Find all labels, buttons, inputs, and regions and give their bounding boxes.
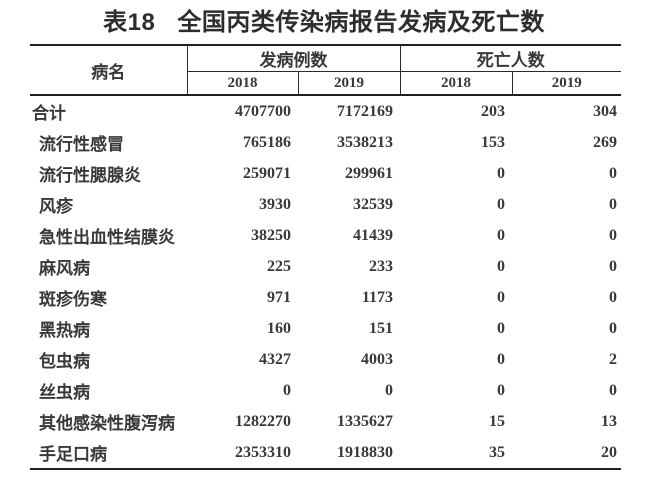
deaths-2019-value: 2 [609, 350, 617, 368]
table-row: 黑热病 160 151 0 0 [30, 313, 621, 344]
deaths-2018-value: 153 [481, 133, 505, 151]
deaths-2018-value: 35 [489, 443, 505, 461]
deaths-2019-value: 20 [601, 443, 617, 461]
header-deaths-group: 死亡人数 [399, 45, 621, 72]
cases-2019-value: 3538213 [337, 133, 393, 151]
deaths-2019-value: 0 [609, 319, 617, 337]
cases-2018-value: 765186 [243, 133, 291, 151]
cases-2019-value: 32539 [353, 195, 393, 213]
header-cases-2019: 2019 [297, 71, 400, 95]
cases-2019-value: 4003 [361, 350, 393, 368]
table-row: 其他感染性腹泻病 1282270 1335627 15 13 [30, 406, 621, 437]
disease-name-cell: 风疹 [39, 197, 73, 216]
table-row: 包虫病 4327 4003 0 2 [30, 344, 621, 375]
cases-2018-value: 1282270 [235, 412, 291, 430]
cases-2018-value: 2353310 [235, 443, 291, 461]
disease-name-cell: 手足口病 [39, 445, 107, 464]
disease-name-cell: 流行性感冒 [39, 135, 124, 154]
deaths-2018-value: 0 [497, 319, 505, 337]
cases-2019-value: 1173 [361, 288, 393, 306]
table-row: 流行性感冒 765186 3538213 153 269 [30, 127, 621, 158]
deaths-2019-value: 0 [609, 164, 617, 182]
table-title-text: 全国丙类传染病报告发病及死亡数 [177, 9, 545, 36]
deaths-2019-value: 304 [512, 94, 621, 127]
table-body: 合计 4707700 7172169 203 304 流行性感冒 765186 … [30, 94, 621, 469]
cases-2019-value: 0 [385, 381, 393, 399]
deaths-2019-value: 13 [601, 412, 617, 430]
cases-2019-value: 1918830 [337, 443, 393, 461]
disease-name-cell: 麻风病 [39, 259, 90, 278]
cases-2019-value: 41439 [353, 226, 393, 244]
cases-2019-value: 299961 [345, 164, 393, 182]
deaths-2019-value: 269 [593, 133, 617, 151]
disease-name-cell: 急性出血性结膜炎 [39, 228, 175, 247]
table-row: 急性出血性结膜炎 38250 41439 0 0 [30, 220, 621, 251]
table-title: 表18 全国丙类传染病报告发病及死亡数 [0, 9, 648, 37]
deaths-2019-value: 0 [609, 257, 617, 275]
deaths-2018-value: 0 [497, 164, 505, 182]
cases-2018-value: 971 [267, 288, 291, 306]
disease-name-cell: 斑疹伤寒 [39, 290, 107, 309]
cases-2019-value: 233 [369, 257, 393, 275]
cases-2018-value: 3930 [259, 195, 291, 213]
table-row: 斑疹伤寒 971 1173 0 0 [30, 282, 621, 313]
table-title-number: 表18 [103, 9, 156, 36]
deaths-2018-value: 0 [497, 195, 505, 213]
disease-statistics-table: 病名 发病例数 死亡人数 2018 2019 2018 2019 合计 4707… [30, 44, 621, 470]
table-row: 风疹 3930 32539 0 0 [30, 189, 621, 220]
deaths-2019-value: 0 [609, 195, 617, 213]
deaths-2018-value: 0 [497, 257, 505, 275]
header-group-row: 病名 发病例数 死亡人数 [30, 45, 621, 95]
deaths-2018-value: 0 [497, 381, 505, 399]
table-row: 丝虫病 0 0 0 0 [30, 375, 621, 406]
header-cases-2018: 2018 [227, 74, 258, 91]
table-row: 麻风病 225 233 0 0 [30, 251, 621, 282]
header-year-row: 2018 2019 2018 2019 [30, 71, 621, 95]
deaths-2019-value: 0 [609, 226, 617, 244]
deaths-2018-value: 203 [400, 94, 512, 127]
disease-name-cell: 黑热病 [39, 321, 90, 340]
deaths-2018-value: 15 [489, 412, 505, 430]
cases-2018-value: 4327 [259, 350, 291, 368]
cases-2018-value: 259071 [243, 164, 291, 182]
table-row: 合计 4707700 7172169 203 304 [30, 94, 621, 127]
disease-name-cell: 其他感染性腹泻病 [39, 414, 175, 433]
cases-2018-value: 38250 [251, 226, 291, 244]
table-header: 病名 发病例数 死亡人数 2018 2019 2018 2019 [30, 45, 621, 95]
cases-2019-value: 151 [369, 319, 393, 337]
disease-name-cell: 流行性腮腺炎 [39, 166, 141, 185]
cases-2018-value: 0 [283, 381, 291, 399]
disease-name-cell: 合计 [30, 94, 187, 127]
header-disease-name: 病名 [30, 45, 188, 95]
deaths-2019-value: 0 [609, 381, 617, 399]
cases-2019-value: 1335627 [337, 412, 393, 430]
cases-2018-value: 225 [267, 257, 291, 275]
header-deaths-2019: 2019 [511, 71, 621, 95]
deaths-2019-value: 0 [609, 288, 617, 306]
header-cases-group: 发病例数 [187, 45, 400, 72]
table-row: 流行性腮腺炎 259071 299961 0 0 [30, 158, 621, 189]
cases-2018-value: 160 [267, 319, 291, 337]
cases-2018-value: 4707700 [187, 94, 298, 127]
header-deaths-2018: 2018 [399, 71, 512, 95]
table-row: 手足口病 2353310 1918830 35 20 [30, 437, 621, 469]
disease-name-cell: 丝虫病 [39, 383, 90, 402]
disease-name-cell: 包虫病 [39, 352, 90, 371]
deaths-2018-value: 0 [497, 350, 505, 368]
deaths-2018-value: 0 [497, 288, 505, 306]
cases-2019-value: 7172169 [298, 94, 400, 127]
deaths-2018-value: 0 [497, 226, 505, 244]
